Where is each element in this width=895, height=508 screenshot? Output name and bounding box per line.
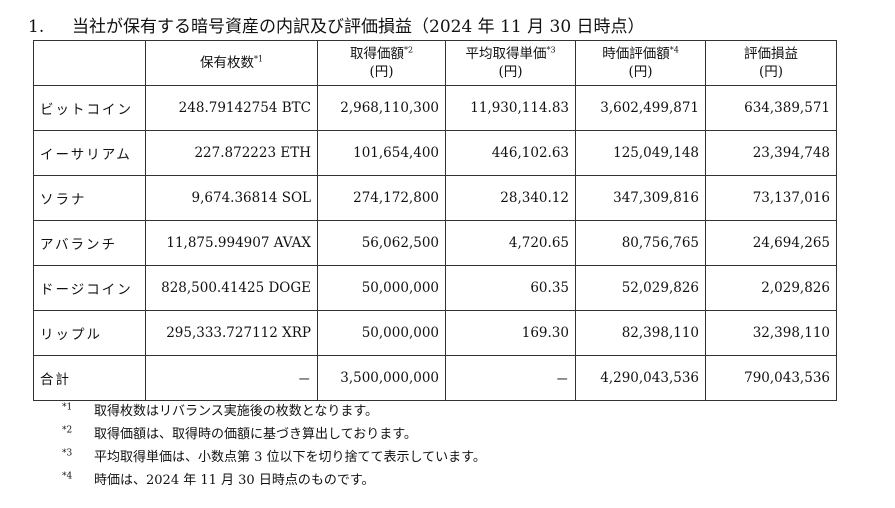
market-value-cell: 52,029,826	[575, 265, 706, 311]
avg-price-cell: 60.35	[445, 265, 576, 311]
avg-price-cell: 28,340.12	[445, 175, 576, 221]
header-market-value: 時価評価額*4 (円)	[575, 40, 706, 86]
market-value-cell: 80,756,765	[575, 220, 706, 266]
section-title: 1. 当社が保有する暗号資産の内訳及び評価損益（2024 年 11 月 30 日時…	[28, 12, 645, 37]
header-avg-price: 平均取得単価*3 (円)	[445, 40, 576, 86]
total-row: 合計 － 3,500,000,000 － 4,290,043,536 790,0…	[33, 355, 837, 401]
table-row: アバランチ 11,875.994907 AVAX 56,062,500 4,72…	[33, 220, 837, 266]
footnotes: *1 取得枚数はリバランス実施後の枚数となります。 *2 取得価額は、取得時の価額に…	[62, 400, 486, 492]
gain-cell: 24,694,265	[705, 220, 837, 266]
total-avg-price-cell: －	[445, 355, 576, 401]
holdings-cell: 295,333.727112 XRP	[145, 310, 318, 356]
gain-cell: 73,137,016	[705, 175, 837, 221]
avg-price-cell: 11,930,114.83	[445, 85, 576, 131]
table-row: ドージコイン 828,500.41425 DOGE 50,000,000 60.…	[33, 265, 837, 311]
table-row: イーサリアム 227.872223 ETH 101,654,400 446,10…	[33, 130, 837, 176]
total-gain-cell: 790,043,536	[705, 355, 837, 401]
cost-cell: 56,062,500	[317, 220, 446, 266]
crypto-holdings-table: 保有枚数*1 取得価額*2 (円) 平均取得単価*3 (円) 時価評価額*4 (円) …	[33, 40, 837, 401]
avg-price-cell: 169.30	[445, 310, 576, 356]
cost-cell: 2,968,110,300	[317, 85, 446, 131]
avg-price-cell: 4,720.65	[445, 220, 576, 266]
cost-cell: 274,172,800	[317, 175, 446, 221]
asset-name: ソラナ	[33, 175, 146, 221]
market-value-cell: 347,309,816	[575, 175, 706, 221]
footnote-mark: *2	[62, 425, 73, 436]
avg-price-cell: 446,102.63	[445, 130, 576, 176]
footnote-mark: *1	[62, 402, 73, 413]
total-market-value-cell: 4,290,043,536	[575, 355, 706, 401]
cost-cell: 50,000,000	[317, 310, 446, 356]
asset-name: リップル	[33, 310, 146, 356]
market-value-cell: 82,398,110	[575, 310, 706, 356]
footnote: *3 平均取得単価は、小数点第 3 位以下を切り捨てて表示しています。	[62, 446, 486, 469]
gain-cell: 2,029,826	[705, 265, 837, 311]
gain-cell: 634,389,571	[705, 85, 837, 131]
total-holdings-cell: －	[145, 355, 318, 401]
footnote-mark: *3	[62, 448, 73, 459]
section-title-text: 当社が保有する暗号資産の内訳及び評価損益（2024 年 11 月 30 日時点）	[72, 17, 645, 37]
holdings-cell: 11,875.994907 AVAX	[145, 220, 318, 266]
cost-cell: 50,000,000	[317, 265, 446, 311]
asset-name: アバランチ	[33, 220, 146, 266]
holdings-cell: 248.79142754 BTC	[145, 85, 318, 131]
asset-name: イーサリアム	[33, 130, 146, 176]
footnote-text: 取得価額は、取得時の価額に基づき算出しております。	[94, 427, 417, 442]
table-row: リップル 295,333.727112 XRP 50,000,000 169.3…	[33, 310, 837, 356]
section-number: 1.	[28, 17, 45, 37]
footnote-mark: *4	[62, 471, 73, 482]
asset-name: ビットコイン	[33, 85, 146, 131]
header-cost: 取得価額*2 (円)	[317, 40, 446, 86]
total-label: 合計	[33, 355, 146, 401]
footnote-text: 時価は、2024 年 11 月 30 日時点のものです。	[94, 473, 375, 488]
table-row: ビットコイン 248.79142754 BTC 2,968,110,300 11…	[33, 85, 837, 131]
header-gain: 評価損益 (円)	[705, 40, 837, 86]
table-header-row: 保有枚数*1 取得価額*2 (円) 平均取得単価*3 (円) 時価評価額*4 (円) …	[33, 40, 837, 86]
total-cost-cell: 3,500,000,000	[317, 355, 446, 401]
asset-name: ドージコイン	[33, 265, 146, 311]
footnote: *2 取得価額は、取得時の価額に基づき算出しております。	[62, 423, 486, 446]
footnote: *1 取得枚数はリバランス実施後の枚数となります。	[62, 400, 486, 423]
gain-cell: 32,398,110	[705, 310, 837, 356]
header-holdings: 保有枚数*1	[145, 40, 318, 86]
holdings-cell: 227.872223 ETH	[145, 130, 318, 176]
footnote-text: 取得枚数はリバランス実施後の枚数となります。	[94, 404, 379, 419]
gain-cell: 23,394,748	[705, 130, 837, 176]
cost-cell: 101,654,400	[317, 130, 446, 176]
footnote: *4 時価は、2024 年 11 月 30 日時点のものです。	[62, 469, 486, 492]
header-blank	[33, 40, 146, 86]
footnote-text: 平均取得単価は、小数点第 3 位以下を切り捨てて表示しています。	[94, 450, 486, 465]
table-row: ソラナ 9,674.36814 SOL 274,172,800 28,340.1…	[33, 175, 837, 221]
market-value-cell: 125,049,148	[575, 130, 706, 176]
holdings-cell: 828,500.41425 DOGE	[145, 265, 318, 311]
market-value-cell: 3,602,499,871	[575, 85, 706, 131]
holdings-cell: 9,674.36814 SOL	[145, 175, 318, 221]
